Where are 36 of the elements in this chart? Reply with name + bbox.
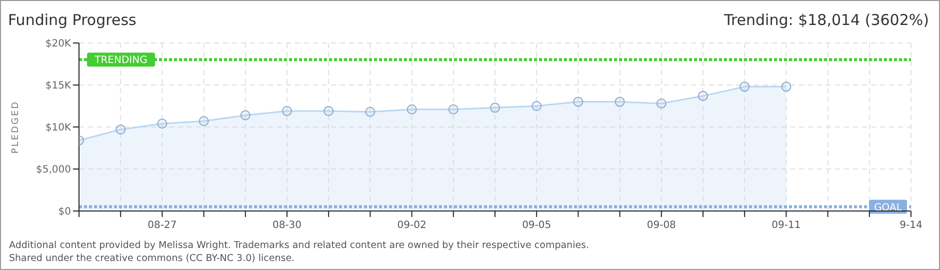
point xyxy=(324,106,334,116)
ref-line-label: TRENDING xyxy=(94,55,148,66)
text: Shared under the creative commons (CC BY-NC 3.0) license. xyxy=(9,252,296,265)
point xyxy=(698,90,708,101)
x-tick-label: 08-27 xyxy=(148,220,177,232)
y-tick-label: $10K xyxy=(45,122,72,134)
x-tick-label: 9-14 xyxy=(900,220,922,232)
x-tick-label: 08-30 xyxy=(272,220,302,232)
y-axis-title: PLEDGED xyxy=(11,100,22,154)
point xyxy=(532,101,542,111)
point xyxy=(573,96,584,107)
point xyxy=(656,98,666,108)
point xyxy=(157,118,168,129)
point xyxy=(406,104,417,114)
point xyxy=(490,102,500,113)
text: Trending: $18,014 (3602%) xyxy=(724,11,929,29)
ref-line-label: GOAL xyxy=(874,202,902,214)
point xyxy=(781,82,792,92)
x-tick-label: 09-05 xyxy=(522,220,552,232)
point xyxy=(240,110,250,120)
x-tick-label: 09-08 xyxy=(646,220,676,232)
x-tick-label: 09-02 xyxy=(397,220,426,232)
y-tick-label: $0 xyxy=(58,206,71,218)
point xyxy=(448,104,458,114)
y-tick-label: $5,000 xyxy=(36,164,71,176)
text: Additional content provided by Melissa Wright. Trademarks and related content are owned by their respective companies. xyxy=(9,239,590,252)
point xyxy=(365,106,376,117)
y-tick-label: $20K xyxy=(45,38,72,50)
point xyxy=(282,106,292,116)
point xyxy=(198,116,209,126)
point xyxy=(614,96,625,107)
x-tick-label: 09-11 xyxy=(772,220,801,232)
point xyxy=(740,82,750,92)
y-tick-label: $15K xyxy=(45,80,72,92)
point xyxy=(116,124,126,135)
chart-title: Funding Progress xyxy=(8,11,136,29)
